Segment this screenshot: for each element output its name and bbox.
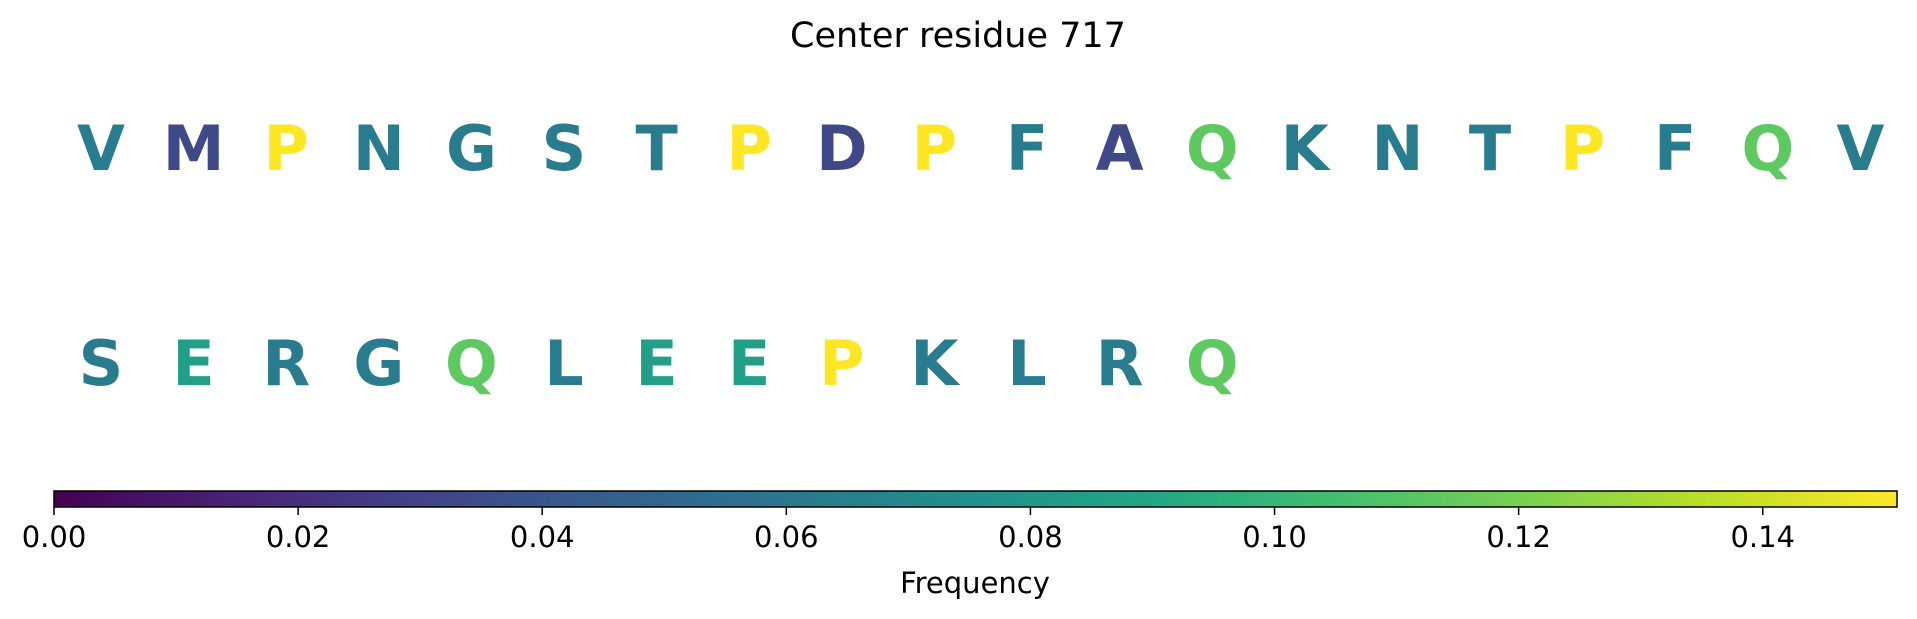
residue-letter: K: [910, 327, 960, 400]
residue-letter: T: [1469, 112, 1511, 185]
colorbar-ticks: 0.00 0.02 0.04 0.06 0.08 0.10 0.12 0.14: [22, 507, 1795, 554]
residue-letter: P: [726, 112, 771, 185]
residue-letter: L: [1007, 327, 1047, 400]
residue-letter: G: [446, 112, 497, 185]
residue-letter: P: [1560, 112, 1605, 185]
colorbar-gradient: [53, 490, 1898, 508]
residue-letter: R: [262, 327, 310, 400]
residue-letter: F: [1006, 112, 1048, 185]
residue-letter: P: [819, 327, 864, 400]
colorbar-tick-label: 0.06: [754, 520, 819, 554]
colorbar: 0.00 0.02 0.04 0.06 0.08 0.10 0.12 0.14 Frequen…: [22, 490, 1898, 600]
residue-letter: S: [79, 327, 124, 400]
colorbar-tick-label: 0.04: [510, 520, 575, 554]
colorbar-tick-label: 0.08: [998, 520, 1063, 554]
residue-letter: F: [1654, 112, 1696, 185]
residue-letter: Q: [1186, 112, 1239, 185]
residue-letter: E: [172, 327, 214, 400]
residue-letter: N: [1371, 112, 1423, 185]
residue-letter: P: [912, 112, 957, 185]
residue-letter: P: [263, 112, 308, 185]
residue-letters: V M P N G S T P D P F A Q K N T P F Q VS E R G Q L E E P K L R Q: [77, 112, 1884, 400]
residue-letter: T: [635, 112, 677, 185]
colorbar-tick-label: 0.12: [1486, 520, 1551, 554]
residue-letter: Q: [445, 327, 498, 400]
residue-letter: D: [816, 112, 867, 185]
residue-letter: M: [163, 112, 225, 185]
residue-letter: E: [728, 327, 770, 400]
residue-letter: K: [1281, 112, 1331, 185]
residue-letter: E: [635, 327, 677, 400]
residue-letter: Q: [1741, 112, 1794, 185]
colorbar-tick-label: 0.02: [266, 520, 331, 554]
residue-letter: S: [542, 112, 587, 185]
chart-title: Center residue 717: [790, 16, 1126, 56]
residue-letter: N: [353, 112, 405, 185]
colorbar-tick-label: 0.00: [22, 520, 87, 554]
colorbar-tick-label: 0.14: [1730, 520, 1795, 554]
colorbar-label: Frequency: [900, 566, 1050, 600]
colorbar-tick-label: 0.10: [1242, 520, 1307, 554]
residue-letter: A: [1096, 112, 1144, 185]
residue-letter: G: [353, 327, 404, 400]
residue-letter: Q: [1186, 327, 1239, 400]
residue-letter: V: [77, 112, 125, 185]
residue-letter: L: [544, 327, 584, 400]
residue-letter: R: [1096, 327, 1144, 400]
residue-letter: V: [1836, 112, 1884, 185]
